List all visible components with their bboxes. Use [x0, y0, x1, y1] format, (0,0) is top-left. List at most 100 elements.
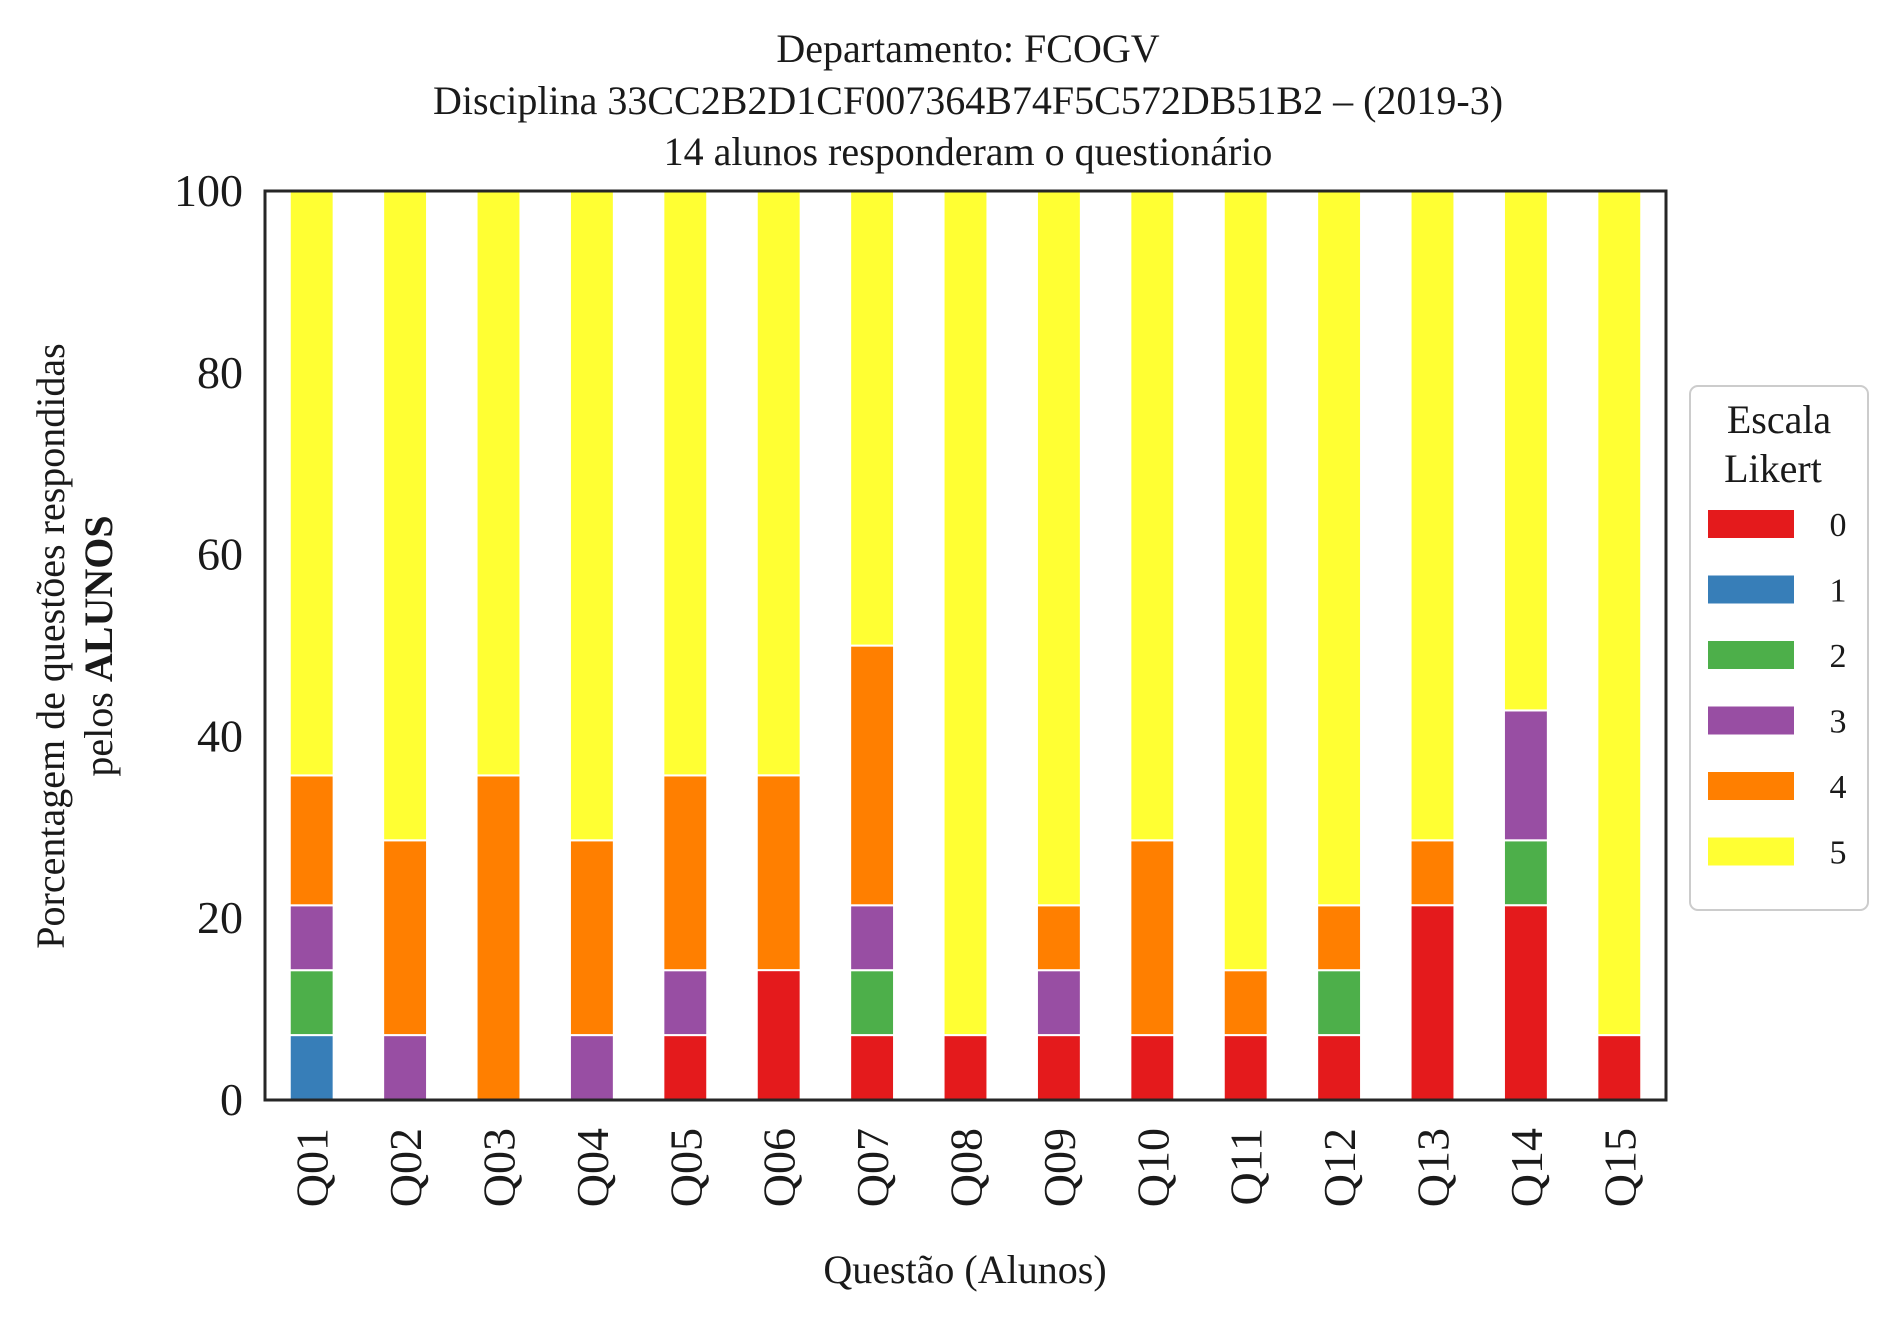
bar-q15-likert-0 — [1596, 1034, 1643, 1101]
bar-q03-likert-5 — [475, 190, 522, 777]
bar-q14-likert-5 — [1502, 190, 1549, 712]
legend-label-1: 1 — [1830, 573, 1847, 610]
bar-q07-likert-0 — [849, 1034, 896, 1101]
x-tick-label-q04: Q04 — [567, 1128, 618, 1207]
x-tick-label-q11: Q11 — [1221, 1128, 1272, 1206]
bar-q14-likert-3 — [1502, 709, 1549, 842]
bar-q08-likert-0 — [942, 1034, 989, 1101]
x-tick-label-q05: Q05 — [660, 1128, 711, 1207]
legend-swatch-1 — [1708, 575, 1794, 604]
chart-title-line-1: Departamento: FCOGV — [776, 26, 1159, 71]
bar-q01-likert-3 — [288, 904, 335, 972]
bar-q06-likert-5 — [755, 189, 802, 777]
bar-q12-likert-2 — [1316, 969, 1363, 1037]
bar-q05-likert-0 — [662, 1034, 709, 1101]
x-tick-label-q10: Q10 — [1127, 1128, 1178, 1207]
x-axis-label: Questão (Alunos) — [823, 1247, 1106, 1292]
y-axis-label-bold: ALUNOS — [76, 515, 121, 682]
x-tick-label-q13: Q13 — [1408, 1128, 1459, 1207]
y-tick-label: 80 — [197, 347, 243, 398]
bar-q13-likert-4 — [1409, 839, 1456, 907]
bar-q05-likert-3 — [662, 969, 709, 1037]
bar-q14-likert-0 — [1502, 904, 1549, 1102]
y-tick-label: 20 — [197, 892, 243, 943]
bar-q01-likert-4 — [288, 774, 335, 907]
legend-swatch-3 — [1708, 706, 1794, 735]
y-tick-label: 100 — [174, 165, 243, 216]
legend-swatch-2 — [1708, 641, 1794, 669]
bar-q12-likert-5 — [1316, 190, 1363, 907]
x-tick-label-q02: Q02 — [380, 1128, 431, 1207]
legend-title-line-1: Escala — [1727, 397, 1832, 442]
bar-q02-likert-5 — [382, 190, 429, 842]
bar-q04-likert-3 — [568, 1034, 615, 1101]
x-tick-label-q15: Q15 — [1594, 1128, 1645, 1207]
legend-title-line-2: Likert — [1724, 446, 1822, 491]
bar-q12-likert-0 — [1316, 1034, 1363, 1101]
bar-q06-likert-4 — [755, 774, 802, 972]
bar-q09-likert-0 — [1035, 1034, 1082, 1101]
x-tick-label-q07: Q07 — [847, 1128, 898, 1207]
bar-q11-likert-4 — [1222, 969, 1269, 1037]
y-axis-label-prefix: pelos — [76, 682, 121, 776]
bar-q02-likert-4 — [382, 839, 429, 1037]
x-tick-label-q03: Q03 — [474, 1128, 525, 1207]
bar-q09-likert-4 — [1035, 904, 1082, 972]
bar-q13-likert-5 — [1409, 190, 1456, 842]
legend-swatch-4 — [1708, 772, 1794, 800]
y-axis-label: Porcentagem de questões respondidas pelo… — [28, 343, 121, 948]
bar-q09-likert-5 — [1035, 190, 1082, 907]
bar-q14-likert-2 — [1502, 839, 1549, 907]
plot-frame — [263, 189, 1668, 1102]
x-tick-label-q06: Q06 — [754, 1128, 805, 1207]
bar-q10-likert-0 — [1129, 1034, 1176, 1101]
bar-q07-likert-2 — [849, 969, 896, 1037]
bar-q01-likert-5 — [288, 190, 335, 777]
bar-q07-likert-4 — [849, 644, 896, 907]
legend-swatch-5 — [1708, 837, 1794, 866]
bar-q06-likert-0 — [755, 969, 802, 1101]
legend-label-3: 3 — [1830, 704, 1847, 741]
legend-label-2: 2 — [1830, 638, 1847, 675]
x-tick-label-q14: Q14 — [1501, 1128, 1552, 1207]
bar-q10-likert-4 — [1129, 839, 1176, 1037]
y-axis-ticks: 0 20 40 60 80 100 — [174, 165, 243, 1125]
x-axis-ticks: Q01 Q02 Q03 Q04 Q05 Q06 Q07 Q08 Q09 Q10 Q11 Q12 Q13 Q… — [287, 1128, 1646, 1207]
bar-q05-likert-4 — [662, 774, 709, 972]
y-tick-label: 0 — [220, 1074, 243, 1125]
legend-label-4: 4 — [1830, 769, 1847, 806]
bar-q12-likert-4 — [1316, 904, 1363, 972]
legend-label-0: 0 — [1830, 507, 1847, 544]
y-axis-label-line-2: pelos ALUNOS — [76, 515, 121, 776]
chart-title-line-3: 14 alunos responderam o questionário — [664, 129, 1273, 174]
legend-items: 0 1 2 3 4 5 — [1708, 507, 1847, 872]
y-axis-label-line-1: Porcentagem de questões respondidas — [28, 343, 73, 948]
x-tick-label-q01: Q01 — [287, 1128, 338, 1207]
y-tick-label: 60 — [197, 529, 243, 580]
bar-q07-likert-5 — [849, 190, 896, 647]
x-tick-label-q12: Q12 — [1314, 1128, 1365, 1207]
chart-title-line-2: Disciplina 33CC2B2D1CF007364B74F5C572DB5… — [433, 78, 1503, 123]
bar-q03-likert-4 — [475, 774, 522, 1102]
bar-q05-likert-5 — [662, 190, 709, 777]
bar-q13-likert-0 — [1409, 904, 1456, 1102]
bars — [288, 189, 1643, 1102]
bar-q10-likert-5 — [1129, 190, 1176, 842]
bar-q01-likert-2 — [288, 969, 335, 1037]
bar-q01-likert-1 — [288, 1034, 335, 1101]
bar-q02-likert-3 — [382, 1034, 429, 1101]
bar-q07-likert-3 — [849, 904, 896, 972]
bar-q11-likert-0 — [1222, 1034, 1269, 1101]
x-tick-label-q08: Q08 — [941, 1128, 992, 1207]
y-tick-label: 40 — [197, 710, 243, 761]
legend-label-5: 5 — [1830, 835, 1847, 872]
chart-title: Departamento: FCOGV Disciplina 33CC2B2D1… — [433, 26, 1503, 174]
legend-swatch-0 — [1708, 510, 1794, 538]
bar-q09-likert-3 — [1035, 969, 1082, 1037]
legend: Escala Likert 0 1 2 3 4 5 — [1689, 385, 1869, 911]
bar-q08-likert-5 — [942, 190, 989, 1037]
bar-q15-likert-5 — [1596, 190, 1643, 1037]
bar-q04-likert-4 — [568, 839, 615, 1037]
x-tick-label-q09: Q09 — [1034, 1128, 1085, 1207]
